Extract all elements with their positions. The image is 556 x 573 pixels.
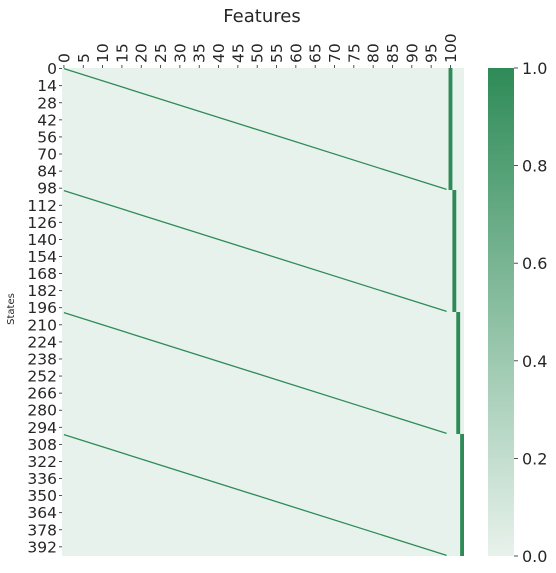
y-tick-label: 112 bbox=[27, 197, 57, 215]
x-tick-label: 15 bbox=[113, 43, 131, 63]
y-tick-label: 42 bbox=[37, 111, 57, 129]
diagonal-block-3 bbox=[63, 311, 447, 435]
y-tick-label: 98 bbox=[37, 180, 57, 198]
x-tick-label: 70 bbox=[326, 43, 344, 63]
y-tick-label: 308 bbox=[27, 436, 57, 454]
heatmap-cells bbox=[62, 67, 464, 557]
x-tick-label: 0 bbox=[55, 53, 73, 63]
colorbar-tick-label: 1.0 bbox=[522, 59, 547, 78]
x-tick-label: 5 bbox=[75, 53, 93, 63]
y-axis-label: States bbox=[6, 293, 17, 325]
y-tick-label: 154 bbox=[27, 248, 57, 266]
x-tick-label: 50 bbox=[249, 43, 267, 63]
x-tick-label: 40 bbox=[210, 43, 228, 63]
y-tick-label: 224 bbox=[27, 333, 57, 351]
y-tick-label: 140 bbox=[27, 231, 57, 249]
colorbar-ticks: 0.0 0.2 0.4 0.6 0.8 1.0 bbox=[514, 59, 547, 566]
y-tick-label: 196 bbox=[27, 299, 57, 317]
x-tick-label: 85 bbox=[384, 43, 402, 63]
colorbar bbox=[488, 68, 514, 556]
heatmap-background bbox=[62, 68, 464, 556]
y-tick-label: 70 bbox=[37, 146, 57, 164]
y-tick-label: 252 bbox=[27, 368, 57, 386]
y-axis-ticks: 0142842567084981121261401541681821962102… bbox=[27, 60, 62, 556]
diagonal-block-1 bbox=[63, 67, 447, 191]
y-tick-label: 126 bbox=[27, 214, 57, 232]
y-tick-label: 182 bbox=[27, 282, 57, 300]
y-tick-label: 336 bbox=[27, 470, 57, 488]
y-tick-label: 28 bbox=[37, 94, 57, 112]
x-tick-label: 75 bbox=[345, 43, 363, 63]
x-axis-ticks: 0 5 10 15 20 25 30 35 40 45 50 55 60 65 70 75 80 85 90 95 10… bbox=[55, 33, 460, 68]
colorbar-tick-label: 0.2 bbox=[522, 449, 547, 468]
indicator-column-3 bbox=[456, 312, 461, 434]
x-tick-label: 35 bbox=[191, 43, 209, 63]
y-tick-label: 294 bbox=[27, 419, 57, 437]
y-tick-label: 350 bbox=[27, 487, 57, 505]
y-tick-label: 322 bbox=[27, 453, 57, 471]
y-tick-label: 364 bbox=[27, 504, 57, 522]
y-tick-label: 168 bbox=[27, 265, 57, 283]
y-tick-label: 84 bbox=[37, 163, 57, 181]
colorbar-tick-label: 0.0 bbox=[522, 547, 547, 566]
chart-title: Features bbox=[223, 6, 300, 27]
x-tick-label: 90 bbox=[403, 43, 421, 63]
x-tick-label: 60 bbox=[287, 43, 305, 63]
colorbar-tick-label: 0.6 bbox=[522, 254, 547, 273]
y-tick-label: 392 bbox=[27, 538, 57, 556]
x-tick-label: 80 bbox=[365, 43, 383, 63]
y-tick-label: 266 bbox=[27, 385, 57, 403]
y-tick-label: 56 bbox=[37, 128, 57, 146]
x-tick-label: 10 bbox=[94, 43, 112, 63]
x-tick-label: 45 bbox=[229, 43, 247, 63]
indicator-column-4 bbox=[460, 434, 464, 556]
y-tick-label: 378 bbox=[27, 521, 57, 539]
y-tick-label: 210 bbox=[27, 316, 57, 334]
y-tick-label: 14 bbox=[37, 77, 57, 95]
indicator-column-2 bbox=[452, 190, 457, 312]
y-tick-label: 238 bbox=[27, 350, 57, 368]
y-tick-label: 280 bbox=[27, 402, 57, 420]
x-tick-label: 95 bbox=[423, 43, 441, 63]
colorbar-tick-label: 0.4 bbox=[522, 352, 547, 371]
indicator-column-1 bbox=[448, 68, 453, 190]
x-tick-label: 30 bbox=[171, 43, 189, 63]
x-tick-label: 55 bbox=[268, 43, 286, 63]
diagonal-block-2 bbox=[63, 189, 447, 313]
x-tick-label: 20 bbox=[133, 43, 151, 63]
colorbar-tick-label: 0.8 bbox=[522, 157, 547, 176]
x-tick-label: 65 bbox=[307, 43, 325, 63]
x-tick-label: 100 bbox=[442, 33, 460, 63]
y-tick-label: 0 bbox=[47, 60, 57, 78]
x-tick-label: 25 bbox=[152, 43, 170, 63]
diagonal-block-4 bbox=[63, 433, 447, 557]
